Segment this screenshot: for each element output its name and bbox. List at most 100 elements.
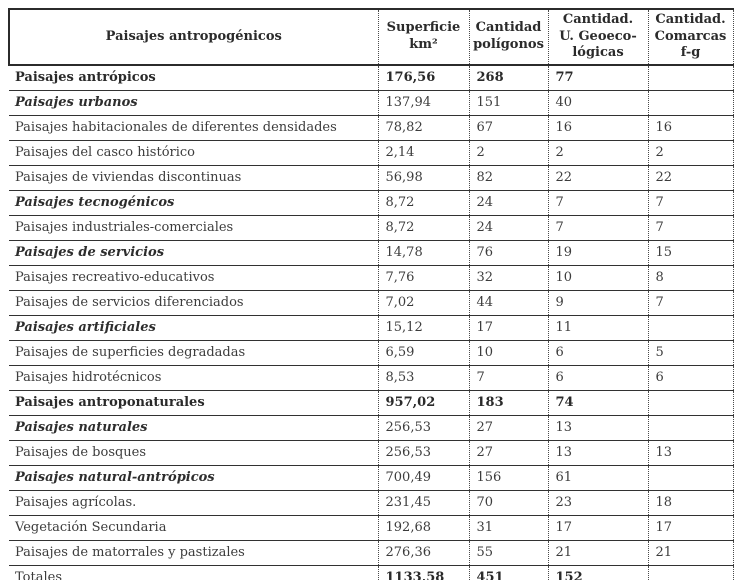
table-row: Paisajes hidrotécnicos 8,53 7 6 6 bbox=[9, 364, 734, 391]
row-value-poligonos: 17 bbox=[468, 314, 548, 341]
row-label: Paisajes de superficies degradadas bbox=[9, 339, 378, 366]
row-value-superficie: 14,78 bbox=[377, 239, 469, 266]
row-value-superficie: 137,94 bbox=[377, 89, 469, 116]
row-value-superficie: 1133,58 bbox=[377, 564, 469, 580]
row-value-poligonos: 44 bbox=[468, 289, 548, 316]
row-label: Paisajes de servicios bbox=[9, 239, 378, 266]
row-value-poligonos: 156 bbox=[468, 464, 548, 491]
row-label: Paisajes de servicios diferenciados bbox=[9, 289, 378, 316]
col-header-cantidad-comarcas: Cantidad. Comarcas f-g bbox=[647, 9, 734, 66]
row-value-comarcas: 5 bbox=[647, 339, 734, 366]
row-value-comarcas: 8 bbox=[647, 264, 734, 291]
table-row: Paisajes naturales 256,53 27 13 bbox=[9, 414, 734, 441]
row-value-geoecologicas: 77 bbox=[547, 64, 648, 91]
row-value-geoecologicas: 7 bbox=[547, 214, 648, 241]
row-value-poligonos: 2 bbox=[468, 139, 548, 166]
row-value-geoecologicas: 74 bbox=[547, 389, 648, 416]
row-value-comarcas: 7 bbox=[647, 289, 734, 316]
table-row: Paisajes del casco histórico 2,14 2 2 2 bbox=[9, 139, 734, 166]
row-value-superficie: 2,14 bbox=[377, 139, 469, 166]
row-value-comarcas: 18 bbox=[647, 489, 734, 516]
row-value-superficie: 231,45 bbox=[377, 489, 469, 516]
row-value-geoecologicas: 13 bbox=[547, 414, 648, 441]
table-row: Totales 1133,58 451 152 bbox=[9, 564, 734, 580]
row-value-poligonos: 82 bbox=[468, 164, 548, 191]
row-value-poligonos: 31 bbox=[468, 514, 548, 541]
row-value-poligonos: 24 bbox=[468, 214, 548, 241]
row-value-comarcas bbox=[647, 389, 734, 416]
row-value-comarcas bbox=[647, 464, 734, 491]
row-value-superficie: 6,59 bbox=[377, 339, 469, 366]
table-row: Paisajes de superficies degradadas 6,59 … bbox=[9, 339, 734, 366]
row-label: Paisajes naturales bbox=[9, 414, 378, 441]
table-row: Paisajes de matorrales y pastizales 276,… bbox=[9, 539, 734, 566]
table-row: Paisajes urbanos 137,94 151 40 bbox=[9, 89, 734, 116]
row-value-superficie: 78,82 bbox=[377, 114, 469, 141]
row-value-comarcas: 22 bbox=[647, 164, 734, 191]
col-header-cantidad-geoecologicas: Cantidad. U. Geoeco- lógicas bbox=[547, 9, 648, 66]
row-value-superficie: 56,98 bbox=[377, 164, 469, 191]
row-value-comarcas bbox=[647, 64, 734, 91]
row-label: Paisajes antroponaturales bbox=[9, 389, 378, 416]
row-value-superficie: 256,53 bbox=[377, 439, 469, 466]
row-label: Paisajes del casco histórico bbox=[9, 139, 378, 166]
row-value-comarcas: 21 bbox=[647, 539, 734, 566]
row-value-poligonos: 70 bbox=[468, 489, 548, 516]
row-value-superficie: 256,53 bbox=[377, 414, 469, 441]
row-value-geoecologicas: 13 bbox=[547, 439, 648, 466]
row-value-superficie: 8,72 bbox=[377, 189, 469, 216]
row-value-superficie: 176,56 bbox=[377, 64, 469, 91]
row-value-geoecologicas: 7 bbox=[547, 189, 648, 216]
row-value-geoecologicas: 22 bbox=[547, 164, 648, 191]
row-value-geoecologicas: 6 bbox=[547, 339, 648, 366]
row-value-superficie: 276,36 bbox=[377, 539, 469, 566]
row-value-comarcas: 7 bbox=[647, 214, 734, 241]
row-value-comarcas: 13 bbox=[647, 439, 734, 466]
row-label: Paisajes urbanos bbox=[9, 89, 378, 116]
row-label: Paisajes de viviendas discontinuas bbox=[9, 164, 378, 191]
row-value-poligonos: 27 bbox=[468, 439, 548, 466]
row-value-superficie: 8,72 bbox=[377, 214, 469, 241]
row-label: Paisajes de bosques bbox=[9, 439, 378, 466]
row-value-poligonos: 151 bbox=[468, 89, 548, 116]
row-value-poligonos: 451 bbox=[468, 564, 548, 580]
row-value-superficie: 7,02 bbox=[377, 289, 469, 316]
row-label: Paisajes natural-antrópicos bbox=[9, 464, 378, 491]
table-body: Paisajes antrópicos 176,56 268 77 Paisaj… bbox=[9, 64, 734, 580]
row-value-geoecologicas: 40 bbox=[547, 89, 648, 116]
row-value-poligonos: 183 bbox=[468, 389, 548, 416]
table-row: Paisajes recreativo-educativos 7,76 32 1… bbox=[9, 264, 734, 291]
row-value-poligonos: 268 bbox=[468, 64, 548, 91]
row-value-geoecologicas: 6 bbox=[547, 364, 648, 391]
row-label: Paisajes tecnogénicos bbox=[9, 189, 378, 216]
row-value-comarcas: 6 bbox=[647, 364, 734, 391]
header-row: Paisajes antropogénicos Superficie km² C… bbox=[8, 9, 734, 66]
row-label: Paisajes industriales-comerciales bbox=[9, 214, 378, 241]
row-value-comarcas bbox=[647, 314, 734, 341]
table-row: Paisajes agrícolas. 231,45 70 23 18 bbox=[9, 489, 734, 516]
row-value-superficie: 8,53 bbox=[377, 364, 469, 391]
row-value-poligonos: 76 bbox=[468, 239, 548, 266]
row-label: Paisajes agrícolas. bbox=[9, 489, 378, 516]
row-value-comarcas bbox=[647, 89, 734, 116]
row-value-geoecologicas: 61 bbox=[547, 464, 648, 491]
col-header-superficie-km2: Superficie km² bbox=[377, 9, 469, 66]
row-value-superficie: 192,68 bbox=[377, 514, 469, 541]
row-value-superficie: 7,76 bbox=[377, 264, 469, 291]
table-row: Paisajes natural-antrópicos 700,49 156 6… bbox=[9, 464, 734, 491]
row-value-comarcas: 7 bbox=[647, 189, 734, 216]
row-value-comarcas bbox=[647, 414, 734, 441]
row-label: Vegetación Secundaria bbox=[9, 514, 378, 541]
row-value-comarcas: 15 bbox=[647, 239, 734, 266]
row-label: Paisajes artificiales bbox=[9, 314, 378, 341]
row-value-poligonos: 7 bbox=[468, 364, 548, 391]
row-value-geoecologicas: 11 bbox=[547, 314, 648, 341]
anthropogenic-landscapes-table: Paisajes antropogénicos Superficie km² C… bbox=[8, 8, 734, 580]
row-value-superficie: 957,02 bbox=[377, 389, 469, 416]
row-value-poligonos: 27 bbox=[468, 414, 548, 441]
row-value-geoecologicas: 21 bbox=[547, 539, 648, 566]
row-value-poligonos: 55 bbox=[468, 539, 548, 566]
table-row: Paisajes de viviendas discontinuas 56,98… bbox=[9, 164, 734, 191]
row-value-superficie: 700,49 bbox=[377, 464, 469, 491]
row-value-poligonos: 32 bbox=[468, 264, 548, 291]
